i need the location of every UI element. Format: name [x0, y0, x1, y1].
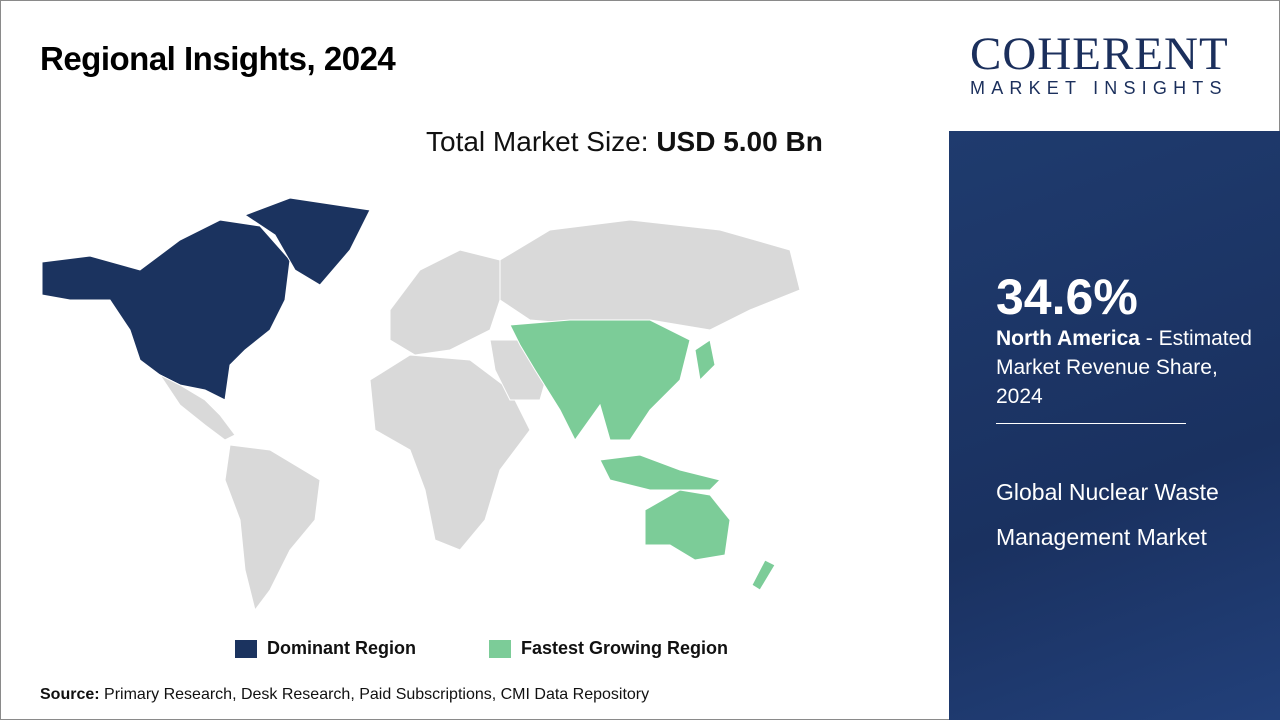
page-title: Regional Insights, 2024: [40, 40, 396, 77]
region-australia: [644, 489, 731, 561]
highlight-panel: [949, 131, 1280, 720]
legend-fastest: Fastest Growing Region: [489, 638, 728, 659]
legend-label: Dominant Region: [267, 638, 416, 658]
logo-main: COHERENT: [970, 28, 1229, 80]
share-text: - Estimated Market Revenue Share, 2024: [996, 327, 1252, 408]
region-new-zealand: [751, 559, 776, 591]
logo-sub: MARKET INSIGHTS: [970, 78, 1228, 98]
region-central-america: [158, 373, 236, 441]
source-note: Source: Primary Research, Desk Research,…: [40, 686, 649, 704]
market-name: Global Nuclear Waste Management Market: [996, 479, 1219, 550]
region-africa: [369, 354, 531, 551]
region-southeast-asia: [599, 454, 721, 491]
region-north-america: [41, 219, 291, 401]
legend-swatch-dominant: [235, 639, 257, 658]
divider: [996, 423, 1186, 424]
total-market-size: Total Market Size: USD 5.00 Bn: [426, 126, 823, 158]
region-asia-pacific: [509, 319, 691, 441]
legend-label: Fastest Growing Region: [521, 638, 729, 658]
share-region: North America: [996, 327, 1140, 350]
legend-swatch-fastest: [489, 639, 511, 658]
world-map: [41, 197, 801, 612]
region-greenland: [243, 197, 371, 286]
legend-dominant: Dominant Region: [235, 638, 416, 659]
source-text: Primary Research, Desk Research, Paid Su…: [104, 686, 650, 703]
region-russia: [499, 219, 801, 331]
region-europe: [389, 249, 501, 356]
logo: COHERENT MARKET INSIGHTS: [970, 30, 1260, 99]
region-japan: [694, 339, 716, 382]
source-label: Source:: [40, 686, 100, 703]
region-south-america: [224, 444, 321, 612]
total-market-value: USD 5.00 Bn: [656, 126, 823, 157]
share-description: North America - Estimated Market Revenue…: [996, 324, 1266, 411]
total-market-label: Total Market Size:: [426, 126, 649, 157]
share-percent: 34.6%: [996, 269, 1138, 325]
